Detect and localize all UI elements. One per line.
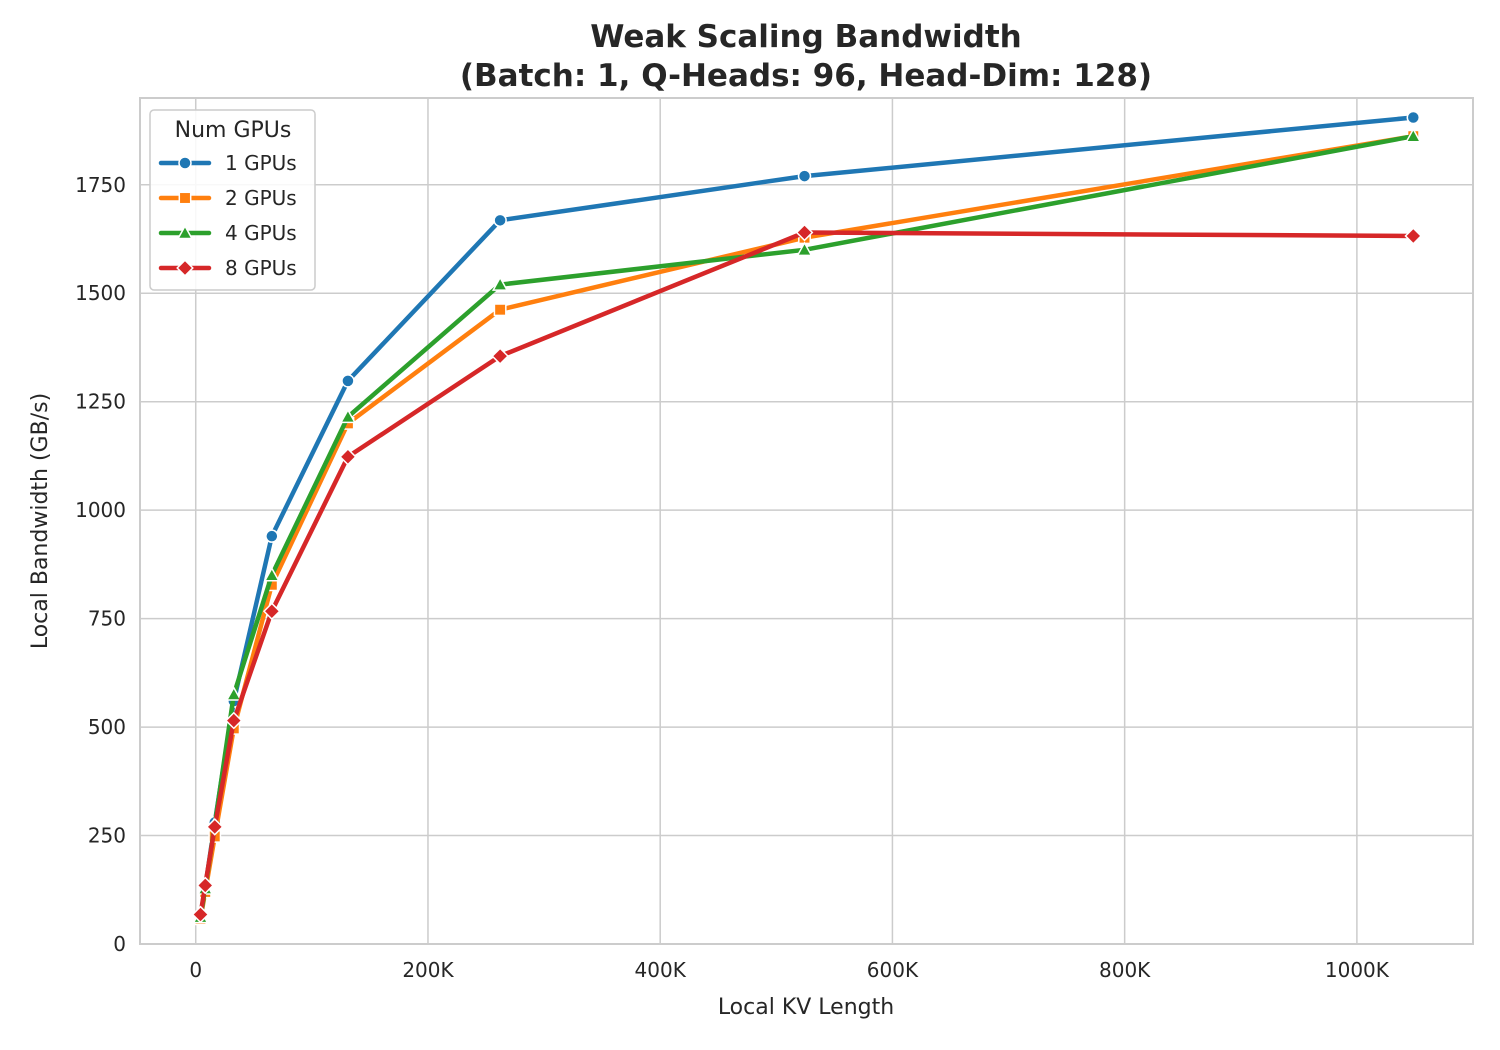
y-tick-label: 1750 xyxy=(75,173,126,197)
plot-area xyxy=(140,98,1473,944)
legend-marker xyxy=(176,259,194,277)
data-point xyxy=(262,602,281,621)
legend-label: 1 GPUs xyxy=(225,151,297,175)
x-tick-label: 800K xyxy=(1099,958,1151,982)
data-point xyxy=(225,686,242,701)
plot-frame xyxy=(139,97,1474,945)
legend-entry: 8 GPUs xyxy=(158,256,297,280)
y-tick-label: 1250 xyxy=(75,390,126,414)
y-tick-label: 500 xyxy=(88,715,126,739)
legend-marker xyxy=(176,224,194,240)
data-point xyxy=(224,711,243,730)
x-tick-label: 0 xyxy=(189,958,202,982)
y-tick-label: 1500 xyxy=(75,281,126,305)
legend: Num GPUs 1 GPUs 2 GPUs 4 GPUs 8 GPUs xyxy=(149,109,316,291)
y-tick-label: 250 xyxy=(88,824,126,848)
tick-labels: 0 200K 400K 600K 800K 1000K 0 250 500 750 1000 1250… xyxy=(75,173,1390,982)
data-point xyxy=(191,905,210,924)
x-axis-label: Local KV Length xyxy=(718,995,894,1020)
data-point xyxy=(493,213,507,228)
legend-marker xyxy=(178,191,192,205)
series-4 xyxy=(191,223,1423,924)
data-point xyxy=(1405,127,1422,143)
data-point xyxy=(1404,227,1423,245)
data-point xyxy=(265,529,279,543)
data-point xyxy=(1406,110,1421,125)
series-layer xyxy=(191,110,1423,926)
legend-label: 4 GPUs xyxy=(225,221,297,245)
legend-entry: 4 GPUs xyxy=(158,221,297,245)
y-tick-label: 750 xyxy=(88,607,126,631)
chart-title-line2: (Batch: 1, Q-Heads: 96, Head-Dim: 128) xyxy=(460,58,1152,94)
data-point xyxy=(797,169,812,183)
legend-box xyxy=(149,109,316,291)
data-point xyxy=(263,566,281,582)
data-point xyxy=(491,276,509,291)
data-point xyxy=(339,408,357,424)
y-axis-label: Local Bandwidth (GB/s) xyxy=(28,393,53,649)
legend-marker xyxy=(178,156,192,170)
legend-title: Num GPUs xyxy=(175,118,292,143)
chart-title-line1: Weak Scaling Bandwidth xyxy=(590,19,1022,55)
data-point xyxy=(493,303,507,317)
x-tick-label: 400K xyxy=(635,958,687,982)
legend-label: 2 GPUs xyxy=(225,186,297,210)
legend-entry: 2 GPUs xyxy=(158,186,297,210)
legend-label: 8 GPUs xyxy=(225,256,297,280)
data-point xyxy=(491,347,509,365)
x-tick-label: 1000K xyxy=(1325,958,1390,982)
x-tick-label: 600K xyxy=(867,958,919,982)
y-tick-label: 0 xyxy=(113,932,126,956)
y-tick-label: 1000 xyxy=(75,498,126,522)
data-point xyxy=(341,374,355,388)
data-point xyxy=(795,223,814,242)
data-point xyxy=(205,818,224,836)
x-tick-label: 200K xyxy=(402,958,454,982)
legend-entry: 1 GPUs xyxy=(158,151,297,175)
data-point xyxy=(796,241,813,257)
data-point xyxy=(196,876,215,895)
data-point xyxy=(339,447,357,466)
